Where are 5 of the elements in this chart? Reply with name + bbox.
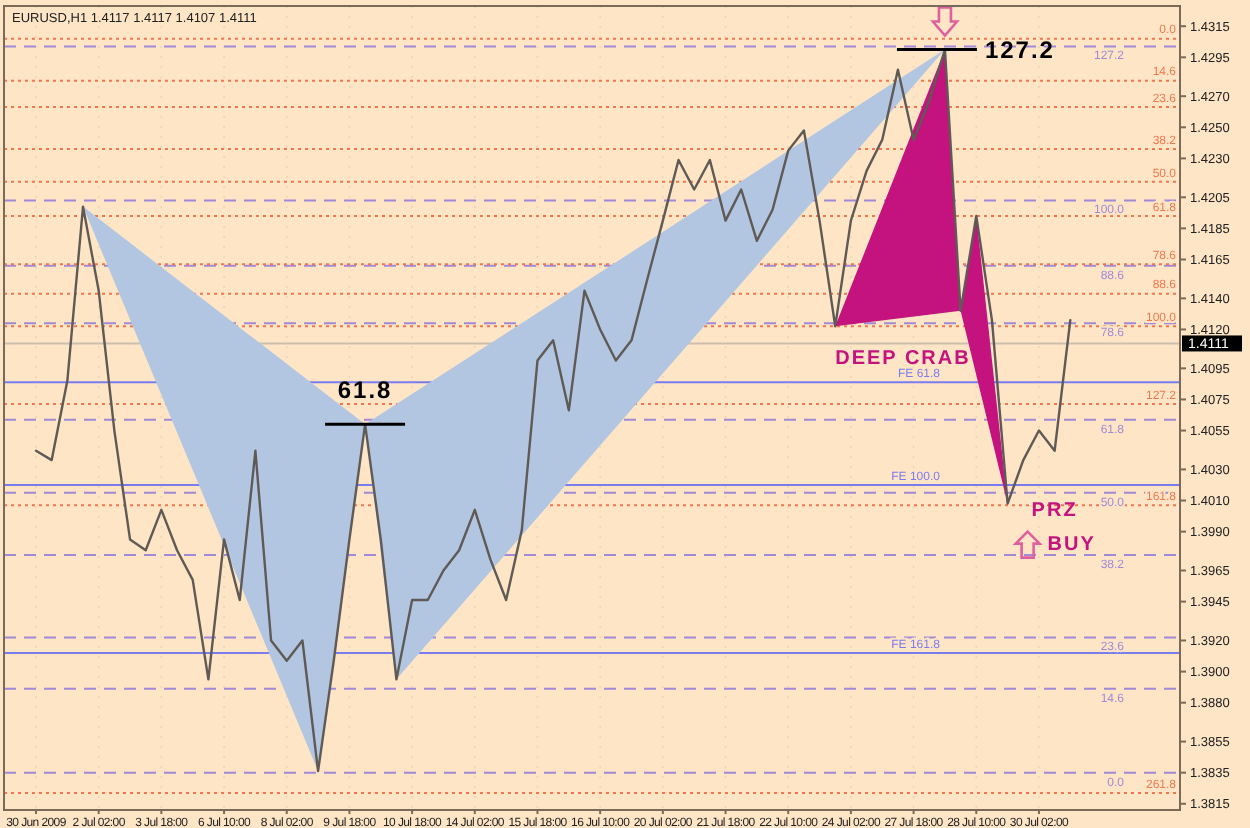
annotation: 61.8 xyxy=(337,376,393,405)
annotation: PRZ xyxy=(1031,499,1078,522)
annotation: BUY xyxy=(1047,533,1096,556)
annotation: DEEP CRAB xyxy=(835,348,971,371)
annotation: 127.2 xyxy=(984,35,1055,64)
